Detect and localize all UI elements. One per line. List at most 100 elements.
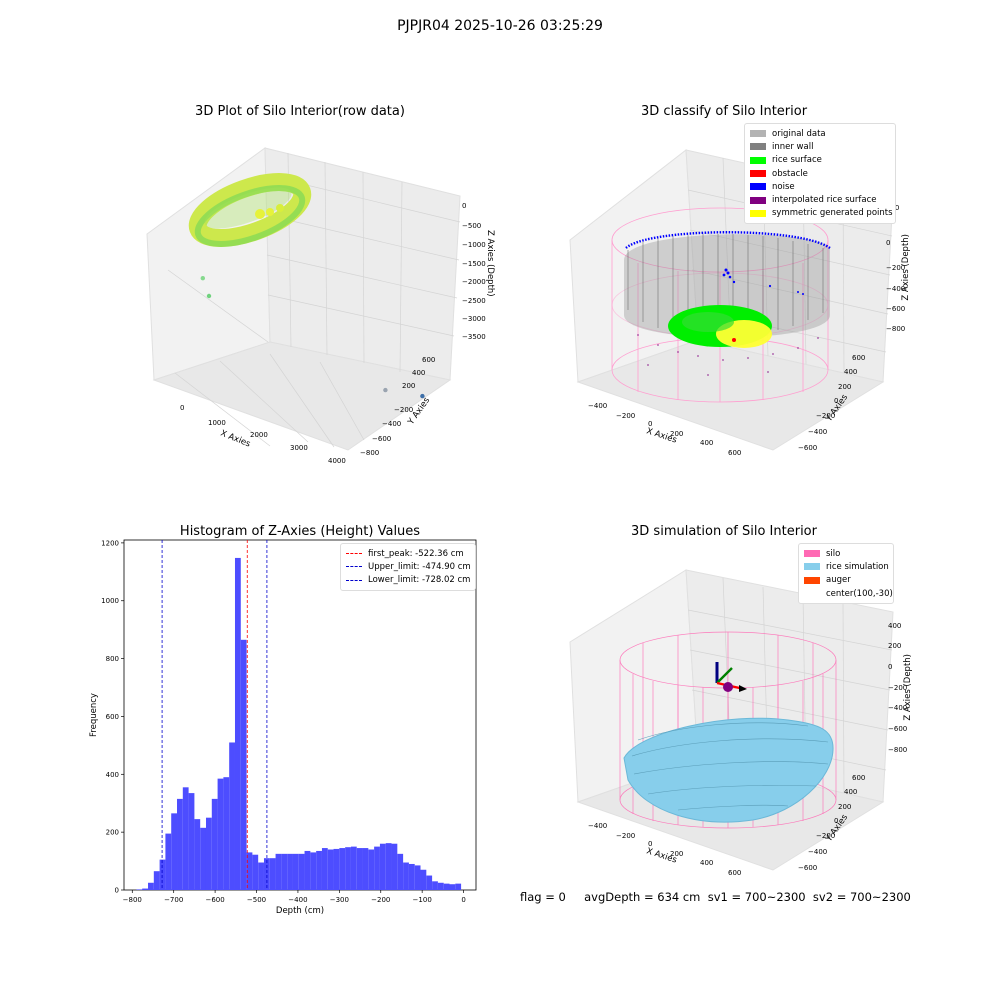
p1-xlabel: X Axies (219, 429, 252, 450)
histogram-bar (333, 848, 340, 890)
legend-line (346, 579, 362, 581)
legend-item: noise (750, 180, 890, 193)
histogram-bar (339, 848, 346, 890)
histogram-bar (414, 865, 421, 890)
legend-swatch (750, 170, 766, 178)
p4-xtick: −200 (616, 832, 635, 840)
p2-ztick: −600 (886, 305, 905, 313)
legend-item: first_peak: -522.36 cm (346, 547, 470, 560)
histogram-bar (165, 833, 172, 890)
x-tick-label: −100 (413, 896, 432, 904)
legend-swatch (804, 563, 820, 571)
p1-ztick: −2500 (462, 297, 486, 305)
p4-ytick: −400 (808, 848, 827, 856)
p2-ytick: 200 (838, 383, 851, 391)
legend-item: rice simulation (804, 560, 889, 573)
p4-ytick: 0 (834, 817, 838, 825)
outlier-point (200, 276, 205, 281)
p1-ytick: 200 (402, 382, 415, 390)
legend-item: auger (804, 574, 888, 587)
y-tick-label: 0 (115, 887, 119, 895)
x-tick-label: −700 (164, 896, 183, 904)
histogram-bar (188, 793, 195, 890)
p1-ztick: 0 (462, 202, 466, 210)
plot4-title: 3D simulation of Silo Interior (631, 524, 817, 539)
p1-zlabel: Z Axies (Depth) (485, 230, 495, 297)
histogram-legend: first_peak: -522.36 cm Upper_limit: -474… (340, 543, 476, 591)
plot2-legend: original data inner wall rice surface ob… (744, 123, 896, 225)
x-tick-label: −300 (330, 896, 349, 904)
histogram-bar (403, 862, 409, 890)
legend-swatch (750, 183, 766, 191)
p2-xtick: 200 (670, 430, 683, 438)
y-tick-label: 600 (106, 713, 119, 721)
legend-swatch (750, 156, 766, 164)
histogram-bar (269, 858, 276, 890)
histogram-bar (345, 847, 351, 890)
p2-ztick: −800 (886, 325, 905, 333)
x-tick-label: −800 (123, 896, 142, 904)
x-tick-label: −200 (371, 896, 390, 904)
p1-ztick: −2000 (462, 278, 486, 286)
p1-ytick: 400 (412, 369, 425, 377)
p2-zlabel: Z Axies (Depth) (901, 234, 911, 301)
figure-title: PJPJR04 2025-10-26 03:25:29 (397, 18, 603, 34)
histogram-bar (263, 858, 270, 890)
classify-obstacle-point (732, 338, 736, 342)
legend-swatch (750, 143, 766, 151)
p2-ztick: 0 (886, 239, 890, 247)
plot3-title: Histogram of Z-Axies (Height) Values (179, 524, 421, 539)
outlier-point (206, 293, 212, 299)
p2-ytick: −400 (808, 428, 827, 436)
histogram-bar (148, 882, 154, 890)
p4-ytick: −600 (798, 864, 817, 872)
status-line: flag = 0 avgDepth = 634 cm sv1 = 700~230… (520, 890, 911, 904)
p4-ytick: 400 (844, 788, 857, 796)
p1-xtick: 1000 (208, 419, 226, 427)
histogram-bar (246, 852, 253, 890)
p2-ytick: −200 (816, 412, 835, 420)
histogram-bar (177, 798, 183, 890)
histogram-bar (385, 843, 392, 890)
y-tick-label: 1000 (101, 597, 119, 605)
legend-item: center(100,-30) (826, 588, 893, 599)
legend-swatch (750, 209, 766, 217)
classify-interpolated-points (637, 334, 819, 376)
histogram-bar (159, 859, 166, 890)
legend-item: original data (750, 127, 890, 140)
p4-ztick: −800 (888, 746, 907, 754)
p4-ztick: 200 (888, 642, 901, 650)
p4-xtick: 0 (648, 840, 652, 848)
histogram-bar (449, 884, 456, 890)
plot1-raw-3d: 0 1000 2000 3000 4000 600 400 200 −200 −… (146, 147, 495, 465)
legend-item: inner wall (750, 140, 890, 153)
histogram-bar (432, 881, 438, 890)
p1-ztick: −1500 (462, 260, 486, 268)
histogram-bar (327, 849, 334, 890)
legend-item: Lower_limit: -728.02 cm (346, 574, 470, 587)
legend-item: rice surface (750, 154, 890, 167)
x-tick-label: −400 (288, 896, 307, 904)
classify-noise-points (722, 268, 804, 295)
legend-swatch (750, 130, 766, 138)
x-tick-label: −600 (205, 896, 224, 904)
p1-ztick: −500 (462, 222, 481, 230)
p1-ytick: 600 (422, 356, 435, 364)
p4-ytick: 600 (852, 774, 865, 782)
p2-xtick: −200 (616, 412, 635, 420)
legend-item: obstacle (750, 167, 890, 180)
p1-xtick: 2000 (250, 431, 268, 439)
p4-ztick: −200 (888, 684, 907, 692)
histogram-bar (252, 854, 259, 890)
rice-simulation-surface (623, 717, 834, 823)
legend-swatch (750, 196, 766, 204)
histogram-bar (292, 853, 299, 890)
plot4-legend: silo rice simulation auger center(100,-3… (798, 543, 894, 605)
legend-item: silo (804, 547, 888, 560)
legend-line (346, 553, 362, 555)
histogram-vlines (161, 540, 268, 890)
p4-xtick: −400 (588, 822, 607, 830)
legend-swatch (804, 550, 820, 558)
y-tick-label: 1200 (101, 539, 119, 547)
p4-xtick: 400 (700, 859, 713, 867)
